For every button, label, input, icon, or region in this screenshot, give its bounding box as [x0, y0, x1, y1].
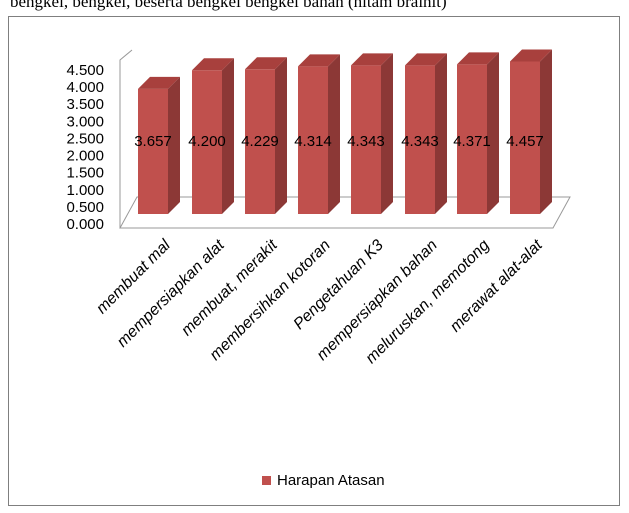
bar-front	[457, 64, 487, 214]
bar-side	[487, 52, 499, 214]
bar-top	[510, 49, 552, 62]
data-label: 3.657	[134, 133, 172, 150]
bar-side	[328, 54, 340, 215]
y-tick-label: 3.000	[66, 113, 104, 130]
data-label: 4.314	[294, 133, 332, 150]
data-label: 4.457	[506, 133, 544, 150]
y-tick-label: 2.000	[66, 148, 104, 165]
category-label: merawat alat-alat	[447, 236, 546, 335]
y-tick-label: 0.500	[66, 199, 104, 216]
bar-front	[245, 69, 275, 214]
bar-top	[138, 76, 180, 89]
bar-side	[435, 53, 447, 214]
legend: Harapan Atasan	[262, 472, 385, 489]
bar	[245, 57, 287, 214]
data-label: 4.343	[401, 133, 439, 150]
bar	[351, 53, 393, 214]
y-tick-label: 2.500	[66, 130, 104, 147]
bar-front	[192, 70, 222, 215]
bar-side	[168, 76, 180, 214]
data-label: 4.229	[241, 133, 279, 150]
chart-frame	[8, 16, 620, 506]
bar-side	[381, 53, 393, 214]
bar-side	[540, 49, 552, 214]
data-label: 4.343	[347, 133, 385, 150]
bar	[192, 58, 234, 215]
legend-swatch	[262, 476, 271, 485]
data-label: 4.200	[188, 133, 226, 150]
y-tick-label: 4.500	[66, 62, 104, 79]
bar-side	[222, 58, 234, 215]
axis-wall-line	[119, 49, 133, 228]
bar-top	[457, 52, 499, 65]
y-tick-label: 1.500	[66, 165, 104, 182]
bar	[138, 76, 180, 214]
legend-label: Harapan Atasan	[277, 472, 385, 489]
bar	[457, 52, 499, 214]
bar-front	[510, 61, 540, 214]
bar-top	[192, 58, 234, 71]
y-tick-label: 4.000	[66, 79, 104, 96]
bar-top	[298, 54, 340, 67]
bar	[510, 49, 552, 214]
bar	[298, 54, 340, 215]
bar-top	[245, 57, 287, 70]
y-tick-label: 1.000	[66, 182, 104, 199]
bar	[405, 53, 447, 214]
top-caption: bengkel, bengkel, beserta bengkel bengke…	[10, 0, 447, 11]
bar-side	[275, 57, 287, 214]
bar-top	[405, 53, 447, 66]
bar-front	[351, 65, 381, 214]
category-label: membuat, merakit	[178, 236, 281, 339]
bar-front	[138, 88, 168, 214]
y-tick-label: 0.000	[66, 216, 104, 233]
bar-front	[405, 65, 435, 214]
bar-top	[351, 53, 393, 66]
chart-floor	[119, 196, 571, 229]
category-label: Pengetahuan K3	[291, 237, 387, 333]
bar-front	[298, 66, 328, 215]
data-label: 4.371	[453, 133, 491, 150]
y-tick-label: 3.500	[66, 96, 104, 113]
